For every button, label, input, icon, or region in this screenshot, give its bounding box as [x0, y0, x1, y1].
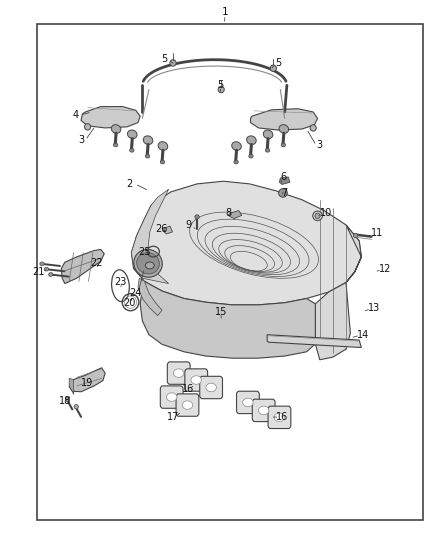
- Ellipse shape: [281, 143, 286, 147]
- Text: 13: 13: [368, 303, 381, 313]
- FancyBboxPatch shape: [176, 394, 199, 416]
- Ellipse shape: [44, 268, 49, 271]
- Ellipse shape: [258, 406, 269, 415]
- FancyBboxPatch shape: [252, 399, 275, 422]
- Ellipse shape: [74, 405, 78, 409]
- Bar: [37, 24, 423, 520]
- Ellipse shape: [166, 393, 177, 401]
- Polygon shape: [279, 177, 290, 184]
- Ellipse shape: [85, 124, 91, 130]
- Ellipse shape: [313, 211, 322, 221]
- Text: 3: 3: [317, 140, 323, 150]
- Ellipse shape: [145, 155, 150, 158]
- Ellipse shape: [274, 413, 285, 422]
- Ellipse shape: [182, 401, 193, 409]
- Ellipse shape: [234, 160, 238, 164]
- Text: 16: 16: [276, 412, 289, 422]
- Polygon shape: [81, 107, 140, 128]
- Ellipse shape: [170, 60, 176, 66]
- Ellipse shape: [145, 262, 154, 269]
- Ellipse shape: [315, 213, 320, 219]
- Ellipse shape: [40, 262, 44, 265]
- Polygon shape: [69, 378, 74, 394]
- Ellipse shape: [137, 253, 159, 274]
- Text: 15: 15: [215, 307, 227, 317]
- Polygon shape: [163, 226, 173, 234]
- Polygon shape: [267, 335, 361, 348]
- Ellipse shape: [263, 130, 273, 139]
- Ellipse shape: [195, 215, 199, 219]
- Ellipse shape: [143, 136, 153, 144]
- Text: 2: 2: [126, 179, 132, 189]
- Ellipse shape: [265, 149, 270, 152]
- Text: 10: 10: [320, 208, 332, 218]
- FancyBboxPatch shape: [160, 386, 183, 408]
- Text: 17: 17: [167, 412, 179, 422]
- Text: 26: 26: [155, 224, 167, 234]
- Ellipse shape: [65, 397, 70, 401]
- Ellipse shape: [113, 143, 118, 147]
- Text: 5: 5: [161, 54, 167, 63]
- Text: 18: 18: [59, 396, 71, 406]
- Text: 21: 21: [32, 267, 45, 277]
- Ellipse shape: [310, 125, 316, 131]
- Text: 24: 24: [130, 288, 142, 297]
- FancyBboxPatch shape: [185, 369, 208, 391]
- Ellipse shape: [279, 189, 287, 197]
- Text: 5: 5: [275, 58, 281, 68]
- Polygon shape: [315, 225, 361, 360]
- Polygon shape: [230, 211, 242, 219]
- Text: 5: 5: [217, 80, 223, 90]
- Polygon shape: [69, 368, 105, 392]
- Ellipse shape: [279, 125, 289, 133]
- Ellipse shape: [243, 398, 253, 407]
- Text: 1: 1: [221, 7, 228, 17]
- Ellipse shape: [270, 65, 276, 71]
- Ellipse shape: [249, 155, 253, 158]
- Text: 6: 6: [281, 172, 287, 182]
- FancyBboxPatch shape: [237, 391, 259, 414]
- Ellipse shape: [247, 136, 256, 144]
- FancyBboxPatch shape: [167, 362, 190, 384]
- Text: 9: 9: [185, 220, 191, 230]
- Polygon shape: [251, 109, 318, 130]
- Text: 3: 3: [78, 135, 84, 144]
- Ellipse shape: [218, 86, 224, 93]
- Ellipse shape: [206, 383, 216, 392]
- Text: 25: 25: [138, 247, 151, 256]
- Ellipse shape: [111, 125, 121, 133]
- Polygon shape: [61, 249, 104, 284]
- Ellipse shape: [49, 273, 53, 276]
- Ellipse shape: [127, 130, 137, 139]
- Text: 12: 12: [379, 264, 392, 274]
- Text: 22: 22: [90, 258, 102, 268]
- Polygon shape: [131, 189, 169, 284]
- Polygon shape: [138, 278, 162, 316]
- Text: 23: 23: [114, 278, 126, 287]
- Ellipse shape: [158, 142, 168, 150]
- Ellipse shape: [173, 369, 184, 377]
- Text: 7: 7: [281, 188, 287, 198]
- Text: 20: 20: [124, 298, 136, 308]
- FancyBboxPatch shape: [268, 406, 291, 429]
- Ellipse shape: [130, 149, 134, 152]
- Text: 8: 8: [226, 208, 232, 218]
- Text: 4: 4: [73, 110, 79, 119]
- Ellipse shape: [232, 142, 241, 150]
- Ellipse shape: [160, 160, 165, 164]
- Ellipse shape: [134, 249, 162, 277]
- Text: 14: 14: [357, 330, 370, 340]
- Text: 11: 11: [371, 229, 383, 238]
- Ellipse shape: [191, 376, 201, 384]
- FancyBboxPatch shape: [200, 376, 223, 399]
- Polygon shape: [140, 281, 315, 358]
- Text: 16: 16: [182, 384, 194, 394]
- Ellipse shape: [353, 233, 358, 238]
- Text: 19: 19: [81, 378, 93, 387]
- Polygon shape: [131, 181, 361, 305]
